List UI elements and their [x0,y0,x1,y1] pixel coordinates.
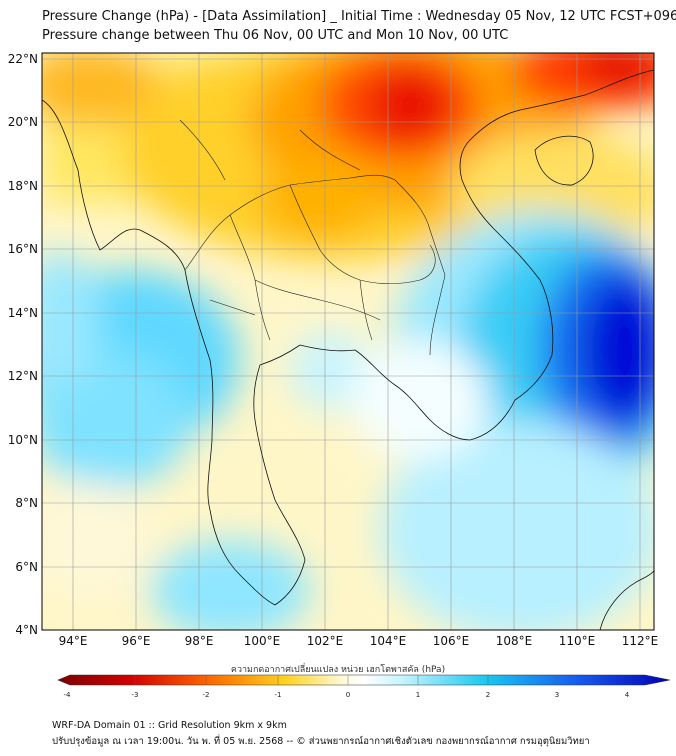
colorbar-tick: -2 [203,691,210,699]
lat-label: 8°N [15,496,38,510]
lat-label: 14°N [8,306,38,320]
lon-label: 108°E [496,634,533,648]
colorbar-tick: 1 [416,691,420,699]
lon-label: 96°E [122,634,151,648]
map-border [41,52,655,631]
colorbar-tick: -1 [275,691,282,699]
lat-label: 16°N [8,242,38,256]
colorbar-tick: 4 [625,691,630,699]
lat-label: 22°N [8,52,38,66]
lon-label: 94°E [59,634,88,648]
footer-model-info: WRF-DA Domain 01 :: Grid Resolution 9km … [52,720,287,731]
footer-credit: ปรับปรุงข้อมูล ณ เวลา 19:00น. วัน พ. ที่… [52,736,590,747]
admin-borders [179,119,446,356]
lat-label: 10°N [8,433,38,447]
lat-label: 20°N [8,115,38,129]
colorbar-title: ความกดอากาศเปลี่ยนแปลง หน่วย เฮกโตพาสคัล… [230,665,446,675]
lon-label: 100°E [244,634,281,648]
lon-label: 104°E [370,634,407,648]
lon-label: 110°E [559,634,596,648]
lat-label: 6°N [15,560,38,574]
graticule [42,53,654,630]
lat-label: 18°N [8,179,38,193]
colorbar-tick: 0 [346,691,350,699]
pressure-field [42,53,654,630]
colorbar-tick: -3 [132,691,139,699]
lon-label: 98°E [185,634,214,648]
lat-label: 4°N [15,623,38,637]
lon-label: 102°E [307,634,344,648]
colorbar-tick: 2 [486,691,490,699]
colorbar-tick: -4 [64,691,72,699]
map-title: Pressure Change (hPa) - [Data Assimilati… [42,9,676,24]
lon-label: 112°E [622,634,659,648]
map-subtitle: Pressure change between Thu 06 Nov, 00 U… [42,28,509,43]
coastlines [42,69,654,630]
lon-label: 106°E [433,634,470,648]
colorbar-tick: 3 [555,691,559,699]
lat-label: 12°N [8,369,38,383]
colorbar: -4 -3 -2 -1 0 1 2 3 4 [57,674,671,699]
